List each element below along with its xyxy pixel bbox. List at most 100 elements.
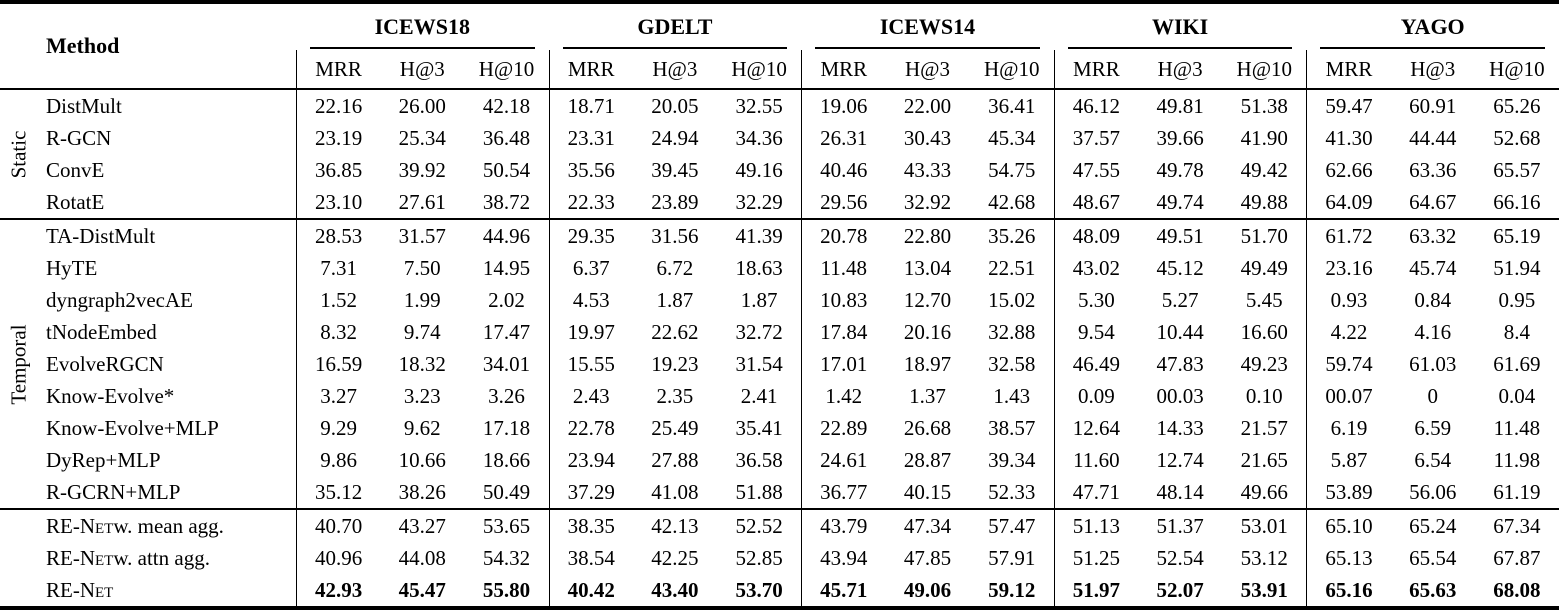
value-cell: 10.44 (1156, 319, 1204, 344)
value-cell: 49.66 (1240, 479, 1288, 504)
value-cell: 36.58 (735, 447, 783, 472)
dataset-header-label: WIKI (1151, 14, 1209, 39)
value-cell: 25.49 (651, 415, 699, 440)
value-cell: 3.26 (488, 383, 525, 408)
metric-header: MRR (1053, 50, 1138, 88)
value-cell: 00.07 (1306, 380, 1390, 412)
value-cell: 7.31 (296, 252, 380, 284)
value-cell: 42.18 (482, 93, 531, 118)
value-cell: 65.24 (1409, 513, 1457, 538)
value-cell: 19.23 (651, 351, 699, 376)
value-cell: 12.70 (903, 287, 952, 312)
dataset-header-label: YAGO (1400, 14, 1465, 39)
value-cell: 22.00 (903, 93, 952, 118)
value-cell: 40.46 (801, 154, 885, 186)
value-cell: 9.54 (1053, 316, 1138, 348)
metric-header: H@3 (1410, 56, 1456, 81)
metric-header: H@10 (983, 56, 1040, 81)
value-cell: 52.52 (735, 513, 783, 538)
value-cell: 9.86 (296, 444, 380, 476)
value-cell: 65.57 (1493, 157, 1541, 182)
value-cell: 6.54 (1414, 447, 1452, 472)
value-cell: 20.05 (651, 93, 699, 118)
value-cell: 2.35 (656, 383, 694, 408)
value-cell: 42.13 (651, 513, 699, 538)
value-cell: 39.66 (1156, 125, 1204, 150)
value-cell: 31.56 (651, 223, 699, 248)
value-cell: 0.09 (1053, 380, 1138, 412)
metric-header: H@10 (731, 56, 787, 81)
value-cell: 53.89 (1306, 476, 1390, 508)
value-cell: 32.72 (735, 319, 783, 344)
value-cell: 27.88 (651, 447, 699, 472)
metric-header: MRR (296, 50, 380, 88)
value-cell: 35.41 (735, 415, 783, 440)
method-cell: ConvE (46, 157, 105, 182)
value-cell: 3.23 (403, 383, 441, 408)
value-cell: 0.84 (1414, 287, 1452, 312)
value-cell: 49.81 (1156, 93, 1204, 118)
dataset-header-label: ICEWS14 (879, 14, 976, 39)
value-cell: 2.43 (548, 380, 633, 412)
value-cell: 1.87 (740, 287, 778, 312)
value-cell: 49.42 (1240, 157, 1288, 182)
value-cell: 23.16 (1306, 252, 1390, 284)
value-cell: 11.98 (1493, 447, 1541, 472)
value-cell: 9.29 (296, 412, 380, 444)
value-cell: 22.89 (801, 412, 885, 444)
section-label-temporal-text: Temporal (6, 323, 31, 405)
value-cell: 51.88 (735, 479, 783, 504)
value-cell: 5.27 (1161, 287, 1199, 312)
value-cell: 43.02 (1053, 252, 1138, 284)
value-cell: 38.72 (482, 189, 531, 214)
value-cell: 22.51 (988, 255, 1036, 280)
value-cell: 32.88 (988, 319, 1036, 344)
metric-header: H@10 (478, 56, 535, 81)
value-cell: 17.18 (482, 415, 531, 440)
value-cell: 44.96 (482, 223, 531, 248)
value-cell: 38.26 (398, 479, 446, 504)
value-cell: 1.87 (656, 287, 694, 312)
dataset-underline-rule (310, 47, 535, 49)
value-cell: 51.94 (1493, 255, 1541, 280)
value-cell: 65.26 (1493, 93, 1541, 118)
value-cell: 11.48 (801, 252, 885, 284)
metric-header: MRR (1306, 50, 1390, 88)
value-cell: 65.54 (1409, 545, 1457, 570)
value-cell: 68.08 (1493, 577, 1541, 602)
value-cell: 44.44 (1409, 125, 1457, 150)
value-cell: 52.68 (1493, 125, 1541, 150)
section-label-temporal: Temporal (0, 220, 38, 508)
value-cell: 1.42 (801, 380, 885, 412)
value-cell: 61.19 (1493, 479, 1541, 504)
value-cell: 5.30 (1053, 284, 1138, 316)
value-cell: 51.38 (1240, 93, 1288, 118)
dataset-underline-rule (815, 47, 1040, 49)
value-cell: 26.68 (903, 415, 952, 440)
value-cell: 40.42 (548, 574, 633, 606)
value-cell: 8.32 (296, 316, 380, 348)
value-cell: 43.40 (651, 577, 699, 602)
value-cell: 0.93 (1306, 284, 1390, 316)
value-cell: 34.36 (735, 125, 783, 150)
value-cell: 14.95 (482, 255, 531, 280)
value-cell: 23.19 (296, 122, 380, 154)
value-cell: 39.34 (988, 447, 1036, 472)
value-cell: 48.09 (1053, 220, 1138, 252)
dataset-underline-rule (562, 47, 788, 49)
value-cell: 65.10 (1306, 510, 1390, 542)
value-cell: 23.31 (548, 122, 633, 154)
value-cell: 49.06 (903, 577, 952, 602)
value-cell: 47.85 (903, 545, 952, 570)
value-cell: 53.12 (1240, 545, 1288, 570)
value-cell: 11.48 (1493, 415, 1541, 440)
value-cell: 24.94 (651, 125, 699, 150)
value-cell: 51.97 (1053, 574, 1138, 606)
value-cell: 47.34 (903, 513, 952, 538)
value-cell: 36.85 (296, 154, 380, 186)
value-cell: 22.78 (548, 412, 633, 444)
metric-header: H@3 (1157, 56, 1203, 81)
value-cell: 38.57 (988, 415, 1036, 440)
method-cell: R-GCRN+MLP (46, 479, 181, 504)
